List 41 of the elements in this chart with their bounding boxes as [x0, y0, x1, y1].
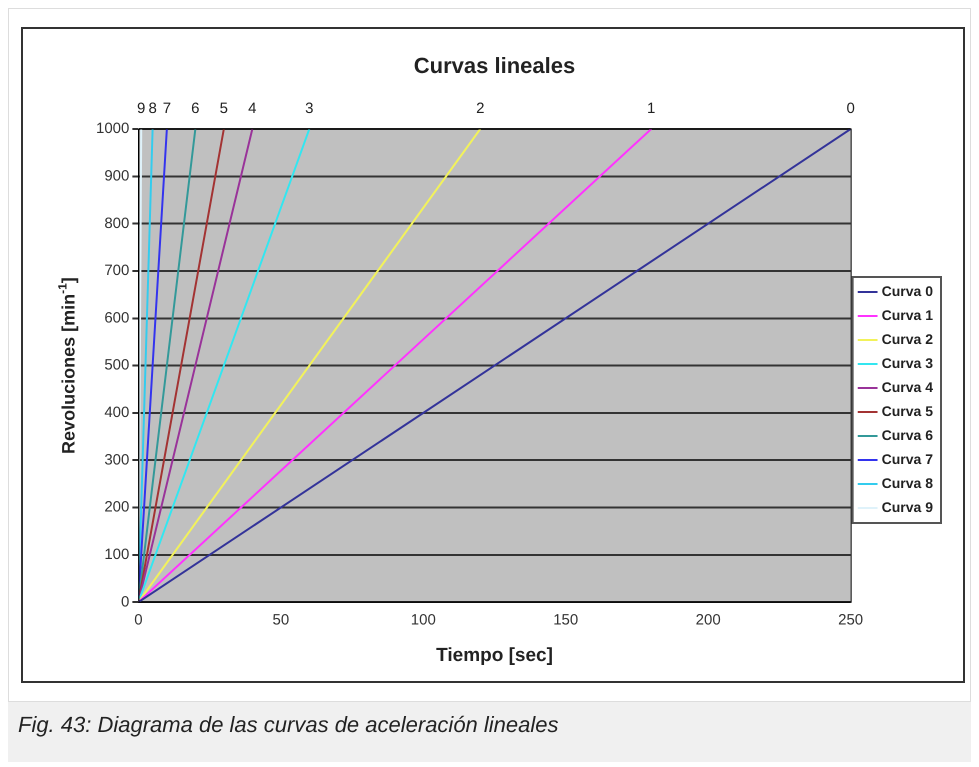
legend-label: Curva 3 — [882, 354, 934, 371]
y-tick-label: 600 — [104, 309, 130, 326]
x-axis-title: Tiempo [sec] — [436, 644, 553, 666]
legend-label: Curva 9 — [882, 498, 934, 515]
annotation: 5 — [220, 100, 228, 117]
annotation: 9 — [137, 100, 146, 117]
y-tick-label: 0 — [121, 593, 130, 610]
y-tick-label: 500 — [104, 356, 130, 374]
x-tick-label: 100 — [410, 611, 436, 628]
caption: Fig. 43: Diagrama de las curvas de aceleración lineales — [18, 712, 560, 738]
y-tick-label: 1000 — [96, 120, 130, 138]
annotation: 1 — [647, 100, 656, 117]
annotation: 3 — [305, 100, 314, 117]
x-tick-label: 50 — [272, 611, 290, 628]
legend-label: Curva 1 — [882, 306, 934, 323]
y-axis-title: Revoluciones [min-1] — [55, 277, 78, 454]
chart-title: Curvas lineales — [414, 53, 576, 78]
annotation: 4 — [248, 100, 257, 117]
annotation: 7 — [162, 100, 172, 117]
annotation: 2 — [476, 100, 484, 117]
legend-label: Curva 6 — [882, 426, 934, 443]
legend-label: Curva 4 — [882, 378, 934, 395]
y-tick-label: 100 — [104, 546, 130, 564]
legend-label: Curva 2 — [882, 330, 934, 347]
y-tick-label: 700 — [104, 262, 130, 280]
annotation: 0 — [846, 100, 855, 117]
y-tick-label: 900 — [104, 167, 130, 184]
legend-label: Curva 0 — [882, 282, 934, 299]
y-tick-label: 800 — [104, 214, 130, 232]
legend-label: Curva 7 — [882, 450, 934, 467]
annotation: 8 — [148, 100, 157, 117]
y-tick-label: 300 — [104, 451, 130, 468]
x-tick-label: 150 — [553, 611, 578, 628]
annotation: 6 — [191, 100, 200, 117]
x-tick-label: 0 — [134, 611, 143, 628]
y-tick-label: 400 — [104, 404, 130, 422]
x-tick-label: 200 — [696, 611, 721, 628]
y-tick-label: 200 — [104, 498, 130, 516]
x-tick-label: 250 — [838, 611, 864, 628]
legend-label: Curva 8 — [882, 474, 934, 491]
legend-label: Curva 5 — [882, 402, 934, 419]
